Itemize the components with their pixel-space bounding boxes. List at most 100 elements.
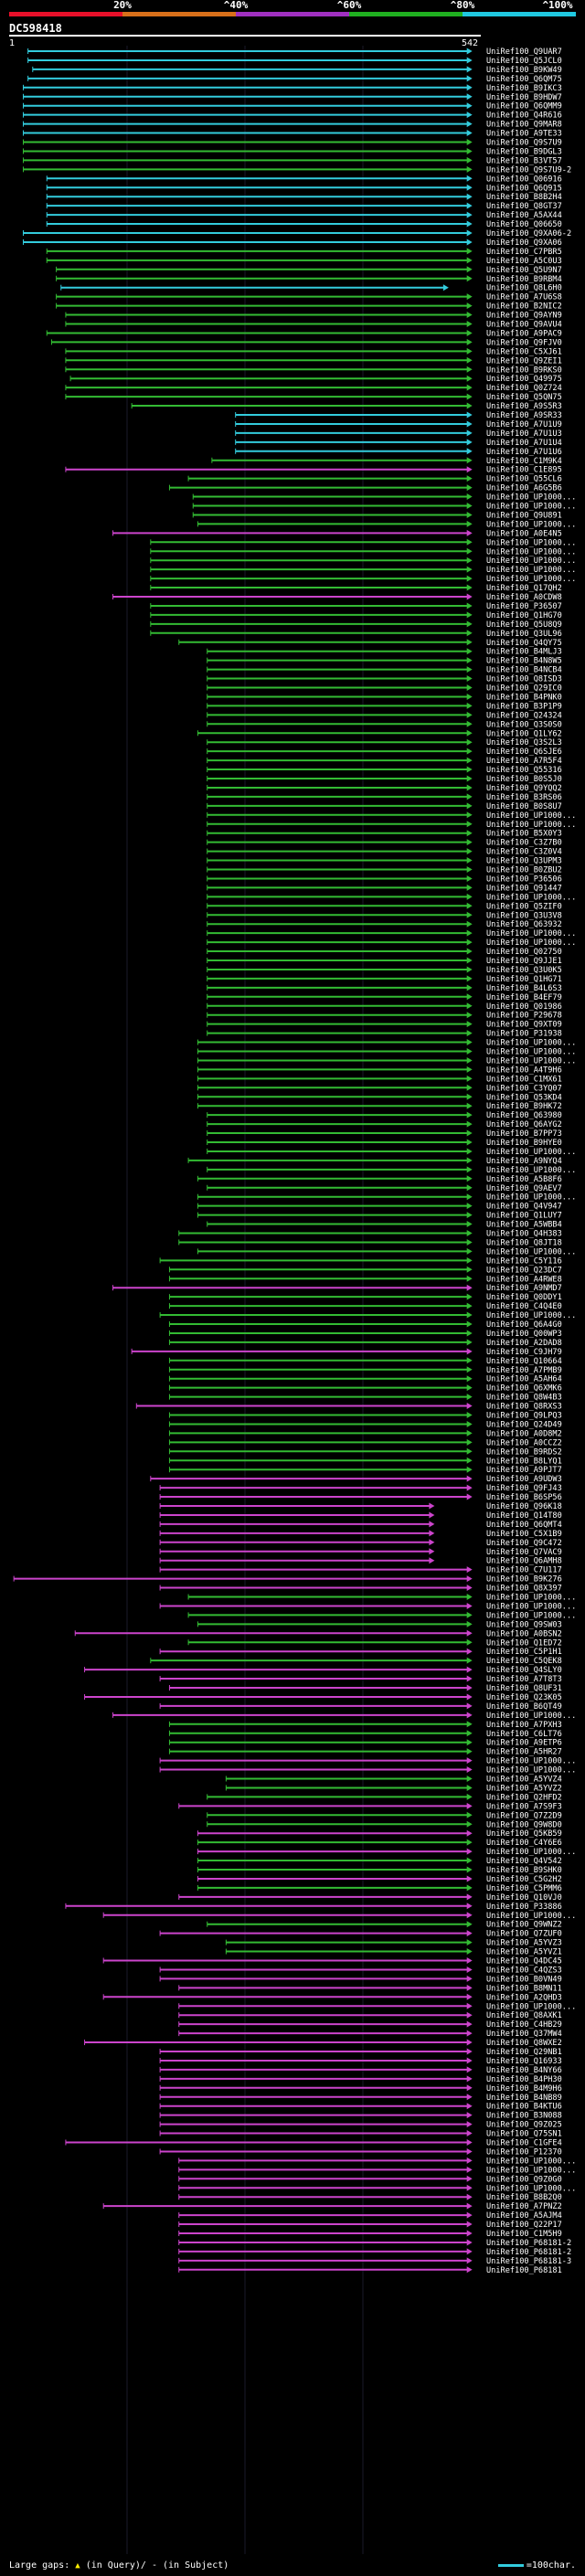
- hit-row[interactable]: UniRef100_A7U1U6: [235, 448, 562, 457]
- hit-label[interactable]: UniRef100_Q5U8Q9: [486, 620, 562, 630]
- hit-label[interactable]: UniRef100_A0BSN2: [486, 1629, 562, 1638]
- hit-label[interactable]: UniRef100_B4MLJ3: [486, 648, 562, 657]
- hit-row[interactable]: UniRef100_C4HB29: [178, 2020, 562, 2030]
- hit-label[interactable]: UniRef100_UP1000...: [486, 1602, 576, 1611]
- hit-row[interactable]: UniRef100_Q9XA06-2: [22, 229, 571, 239]
- hit-row[interactable]: UniRef100_A0BSN2: [74, 1629, 562, 1638]
- hit-row[interactable]: UniRef100_Q7Z2D9: [207, 1811, 562, 1820]
- hit-label[interactable]: UniRef100_A5YVZ3: [486, 1939, 562, 1948]
- hit-label[interactable]: UniRef100_Q01986: [486, 1002, 562, 1012]
- hit-label[interactable]: UniRef100_Q23DC7: [486, 1266, 562, 1275]
- hit-row[interactable]: UniRef100_A7T8T3: [159, 1675, 562, 1684]
- hit-label[interactable]: UniRef100_UP1000...: [486, 547, 576, 557]
- hit-label[interactable]: UniRef100_Q3S2L3: [486, 738, 562, 747]
- hit-row[interactable]: UniRef100_UP1000...: [150, 566, 577, 575]
- hit-label[interactable]: UniRef100_Q9W8D0: [486, 1820, 562, 1829]
- hit-label[interactable]: UniRef100_Q4V947: [486, 1203, 562, 1212]
- hit-label[interactable]: UniRef100_Q96K18: [486, 1502, 562, 1511]
- hit-label[interactable]: UniRef100_UP1000...: [486, 929, 576, 938]
- hit-label[interactable]: UniRef100_UP1000...: [486, 2157, 576, 2166]
- hit-row[interactable]: UniRef100_A5AX44: [46, 211, 562, 220]
- hit-row[interactable]: UniRef100_Q63980: [207, 1111, 562, 1120]
- hit-row[interactable]: UniRef100_UP1000...: [207, 811, 577, 821]
- hit-label[interactable]: UniRef100_B9RKS0: [486, 366, 562, 375]
- hit-row[interactable]: UniRef100_A5YVZ1: [225, 1948, 562, 1957]
- hit-row[interactable]: UniRef100_Q1LY62: [197, 729, 562, 738]
- hit-row[interactable]: UniRef100_Q9FJ43: [159, 1484, 562, 1493]
- hit-row[interactable]: UniRef100_UP1000...: [159, 1602, 576, 1611]
- hit-row[interactable]: UniRef100_Q9WNZ2: [207, 1921, 562, 1930]
- hit-label[interactable]: UniRef100_C5G2H2: [486, 1875, 562, 1884]
- hit-label[interactable]: UniRef100_Q7ZUF0: [486, 1930, 562, 1939]
- hit-label[interactable]: UniRef100_Q63932: [486, 920, 562, 929]
- hit-label[interactable]: UniRef100_Q4H383: [486, 1230, 562, 1239]
- hit-row[interactable]: UniRef100_Q3U3V8: [207, 911, 562, 920]
- hit-label[interactable]: UniRef100_Q8L6H0: [486, 284, 562, 293]
- hit-row[interactable]: UniRef100_UP1000...: [159, 1766, 576, 1776]
- hit-label[interactable]: UniRef100_C1MX61: [486, 1075, 562, 1084]
- hit-label[interactable]: UniRef100_A9SR33: [486, 411, 562, 420]
- hit-row[interactable]: UniRef100_B8LYQ1: [168, 1457, 562, 1466]
- hit-label[interactable]: UniRef100_B8B2Q0: [486, 2193, 562, 2202]
- hit-label[interactable]: UniRef100_Q24D49: [486, 1420, 562, 1429]
- hit-row[interactable]: UniRef100_C4Y6E6: [197, 1839, 562, 1848]
- hit-label[interactable]: UniRef100_B9HYE0: [486, 1139, 562, 1148]
- hit-label[interactable]: UniRef100_A9NYQ4: [486, 1157, 562, 1166]
- hit-row[interactable]: UniRef100_Q9S7U9-2: [22, 165, 571, 175]
- hit-row[interactable]: UniRef100_Q8RXS3: [135, 1403, 562, 1412]
- hit-label[interactable]: UniRef100_Q4QY75: [486, 639, 562, 648]
- hit-label[interactable]: UniRef100_Q9YQQ2: [486, 784, 562, 793]
- hit-label[interactable]: UniRef100_Q5U9N7: [486, 266, 562, 275]
- hit-label[interactable]: UniRef100_A7U6S8: [486, 293, 562, 302]
- hit-row[interactable]: UniRef100_C1GFE4: [65, 2139, 562, 2148]
- hit-label[interactable]: UniRef100_B4NY66: [486, 2066, 562, 2075]
- hit-label[interactable]: UniRef100_Q5KB59: [486, 1829, 562, 1839]
- hit-row[interactable]: UniRef100_Q53KD4: [197, 1093, 562, 1102]
- hit-label[interactable]: UniRef100_Q55316: [486, 766, 562, 775]
- hit-row[interactable]: UniRef100_UP1000...: [207, 938, 577, 948]
- hit-row[interactable]: UniRef100_Q6A4G0: [168, 1320, 562, 1330]
- hit-row[interactable]: UniRef100_B7PP73: [207, 1129, 562, 1139]
- hit-row[interactable]: UniRef100_UP1000...: [187, 1611, 576, 1620]
- hit-row[interactable]: UniRef100_C7PBR5: [46, 248, 562, 257]
- hit-row[interactable]: UniRef100_A2DAD8: [168, 1339, 562, 1348]
- hit-label[interactable]: UniRef100_UP1000...: [486, 493, 576, 503]
- hit-label[interactable]: UniRef100_UP1000...: [486, 503, 576, 512]
- hit-label[interactable]: UniRef100_C5P1H1: [486, 1648, 562, 1657]
- hit-label[interactable]: UniRef100_Q9FJ43: [486, 1484, 562, 1493]
- hit-row[interactable]: UniRef100_A7S9F3: [178, 1802, 562, 1811]
- hit-label[interactable]: UniRef100_Q1HG70: [486, 611, 562, 620]
- hit-row[interactable]: UniRef100_P68181-3: [178, 2257, 571, 2266]
- hit-row[interactable]: UniRef100_Q4V542: [197, 1857, 562, 1866]
- hit-label[interactable]: UniRef100_Q0Z724: [486, 384, 562, 393]
- hit-row[interactable]: UniRef100_C7U117: [159, 1566, 562, 1575]
- hit-label[interactable]: UniRef100_B8MN11: [486, 1984, 562, 1993]
- hit-label[interactable]: UniRef100_Q9MAR8: [486, 121, 562, 130]
- hit-row[interactable]: UniRef100_Q9Z025: [159, 2121, 562, 2130]
- hit-label[interactable]: UniRef100_B7PP73: [486, 1129, 562, 1139]
- hit-row[interactable]: UniRef100_B9KW49: [32, 66, 562, 75]
- hit-row[interactable]: UniRef100_UP1000...: [197, 520, 576, 529]
- hit-label[interactable]: UniRef100_Q22P17: [486, 2221, 562, 2230]
- hit-label[interactable]: UniRef100_Q8W4B3: [486, 1394, 562, 1403]
- hit-label[interactable]: UniRef100_Q4SLY0: [486, 1666, 562, 1675]
- hit-row[interactable]: UniRef100_A5YVZ2: [225, 1784, 562, 1793]
- hit-row[interactable]: UniRef100_Q2HFD2: [207, 1793, 562, 1802]
- hit-label[interactable]: UniRef100_UP1000...: [486, 1048, 576, 1057]
- hit-row[interactable]: UniRef100_A9UDW3: [150, 1475, 562, 1484]
- hit-label[interactable]: UniRef100_Q17QH2: [486, 584, 562, 593]
- hit-row[interactable]: UniRef100_P29678: [207, 1012, 562, 1021]
- hit-row[interactable]: UniRef100_P12370: [159, 2147, 562, 2157]
- hit-row[interactable]: UniRef100_C1M9K4: [211, 457, 562, 466]
- hit-row[interactable]: UniRef100_Q9UAR7: [27, 48, 562, 57]
- hit-label[interactable]: UniRef100_P68181-3: [486, 2257, 571, 2266]
- hit-label[interactable]: UniRef100_Q1LUY7: [486, 1212, 562, 1221]
- hit-label[interactable]: UniRef100_B5X0Y3: [486, 830, 562, 839]
- hit-row[interactable]: UniRef100_Q7ZUF0: [159, 1930, 562, 1939]
- hit-label[interactable]: UniRef100_UP1000...: [486, 2166, 576, 2175]
- hit-label[interactable]: UniRef100_B9HDW7: [486, 93, 562, 102]
- hit-label[interactable]: UniRef100_C6LT76: [486, 1730, 562, 1739]
- hit-row[interactable]: UniRef100_Q5ZIF0: [207, 902, 562, 911]
- hit-label[interactable]: UniRef100_B4EF79: [486, 993, 562, 1002]
- hit-label[interactable]: UniRef100_Q8UF31: [486, 1684, 562, 1693]
